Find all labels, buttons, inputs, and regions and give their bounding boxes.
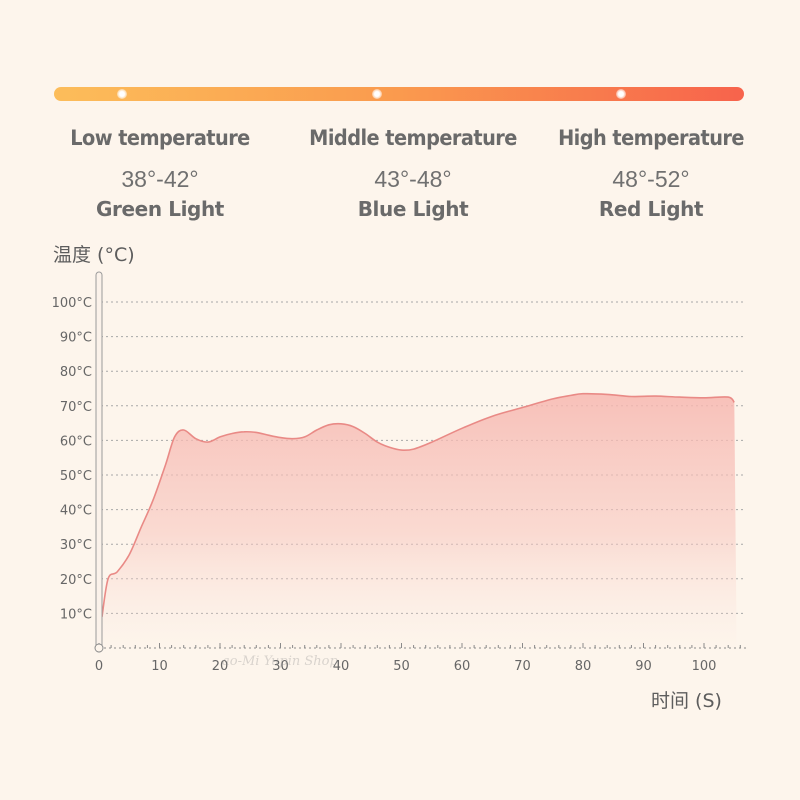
temperature-line [101,392,735,618]
x-tick-label: 50 [393,659,410,674]
zone-range: 43°-48° [374,166,452,192]
zone-range: 48°-52° [612,166,690,192]
x-tick-label: 40 [333,659,350,674]
x-tick-label: 20 [212,659,229,674]
zone-title: Low temperature [70,126,250,150]
zone-title: High temperature [558,126,744,150]
y-tick-label: 70°C [60,400,92,415]
high-temperature-zone: High temperature 48°-52° Red Light [521,122,781,224]
x-tick-label: 30 [272,659,289,674]
x-tick-label: 80 [575,659,592,674]
watermark: ao-Mi Yupin Shop [222,654,338,669]
zone-title: Middle temperature [309,126,517,150]
high-zone-marker-icon [616,89,626,99]
x-tick-label: 60 [454,659,471,674]
y-tick-label: 30°C [60,538,92,553]
low-temperature-zone: Low temperature 38°-42° Green Light [30,122,290,224]
zone-light: Red Light [598,197,704,221]
middle-temperature-zone: Middle temperature 43°-48° Blue Light [283,122,543,224]
temperature-gradient-bar [54,87,744,101]
y-tick-label: 90°C [60,331,92,346]
y-tick-label: 80°C [60,365,92,380]
y-axis-title: 温度 (°C) [53,244,135,266]
zone-light: Blue Light [357,197,469,221]
y-tick-label: 60°C [60,434,92,449]
x-tick-label: 10 [151,659,168,674]
x-axis-title: 时间 (S) [651,690,722,712]
zone-range: 38°-42° [121,166,199,192]
zone-light: Green Light [96,197,224,221]
x-tick-label: 90 [635,659,652,674]
y-tick-label: 50°C [60,469,92,484]
y-tick-label: 100°C [52,296,92,311]
y-tick-label: 10°C [60,607,92,622]
temperature-area [102,393,737,648]
x-tick-label: 100 [692,659,717,674]
y-tick-label: 20°C [60,573,92,588]
middle-zone-marker-icon [372,89,382,99]
x-tick-label: 70 [514,659,531,674]
y-axis [95,271,103,653]
x-tick-label: 0 [95,659,103,674]
low-zone-marker-icon [117,89,127,99]
y-tick-label: 40°C [60,504,92,519]
origin-marker-icon [94,643,104,653]
